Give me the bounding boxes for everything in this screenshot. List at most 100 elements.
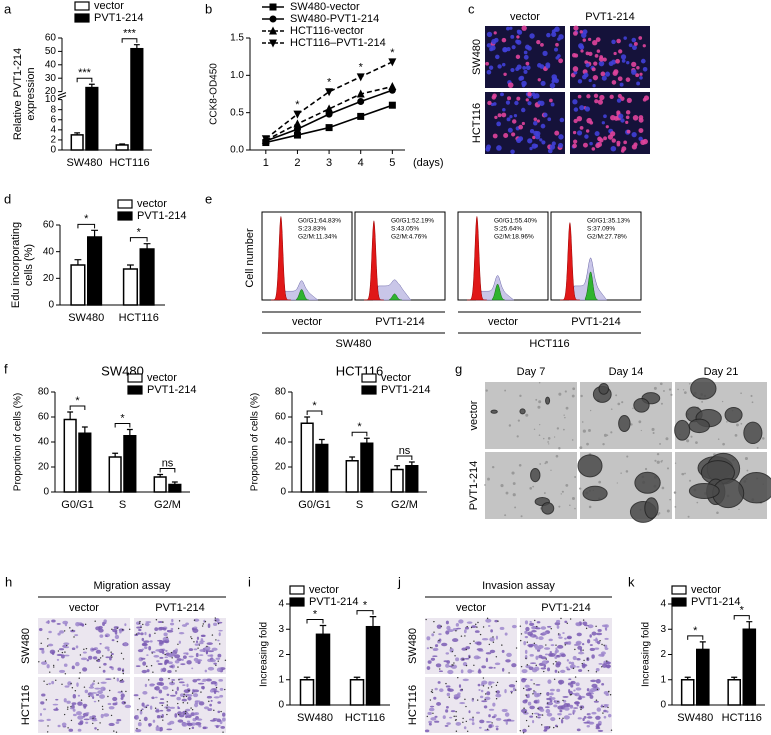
bar xyxy=(727,679,741,706)
colony xyxy=(743,421,763,445)
pore xyxy=(523,707,525,709)
pore xyxy=(587,669,590,672)
cell xyxy=(545,726,550,730)
cell xyxy=(557,142,564,148)
speck xyxy=(736,423,739,427)
cell xyxy=(621,146,627,152)
cell xyxy=(445,685,451,688)
cell xyxy=(51,619,56,623)
y-tick-label: 4 xyxy=(278,599,284,610)
cell xyxy=(210,699,213,702)
cell xyxy=(559,669,566,673)
cell xyxy=(593,93,599,98)
y-tick-label: 1.0 xyxy=(230,70,244,81)
significance-label: * xyxy=(84,213,89,225)
pore xyxy=(425,618,427,621)
pore xyxy=(135,633,138,635)
y-tick-label: 4 xyxy=(50,124,56,135)
cell xyxy=(564,637,567,640)
y-tick-label: 60 xyxy=(43,220,55,231)
speck xyxy=(746,469,749,472)
pore xyxy=(461,688,463,691)
pore xyxy=(482,685,485,687)
cell xyxy=(471,717,475,722)
phase-stat: S:43.05% xyxy=(391,226,419,233)
cell xyxy=(445,652,450,655)
pore xyxy=(170,651,173,654)
cell xyxy=(595,632,603,636)
pore xyxy=(99,666,101,668)
speck xyxy=(571,394,575,398)
phase-stat: G0/G1:52.19% xyxy=(391,218,434,225)
error-bar xyxy=(143,243,151,249)
row-label: HCT116 xyxy=(20,685,32,725)
cell xyxy=(444,724,449,727)
cell xyxy=(579,30,583,34)
pore xyxy=(595,699,598,701)
pore xyxy=(607,691,610,693)
cell xyxy=(41,649,45,654)
y-tick-label: 0.0 xyxy=(230,145,244,156)
cell xyxy=(597,641,601,645)
cell xyxy=(623,36,627,40)
pore xyxy=(162,719,164,721)
cell xyxy=(626,97,632,103)
cell xyxy=(161,640,168,643)
y-tick-label: 10 xyxy=(45,94,57,105)
cell xyxy=(174,654,181,659)
cell xyxy=(620,118,625,123)
cell xyxy=(99,642,102,645)
cell xyxy=(527,91,532,97)
cell xyxy=(46,664,50,669)
y-tick-label: 20 xyxy=(38,462,50,473)
speck xyxy=(721,400,724,403)
cell xyxy=(204,669,208,673)
significance-bracket xyxy=(733,615,750,620)
cell xyxy=(92,656,98,660)
pore xyxy=(501,644,503,646)
x-tick-label: 2 xyxy=(294,157,300,169)
cell xyxy=(534,144,539,148)
y-tick-label: 2 xyxy=(50,135,56,146)
cell xyxy=(485,657,489,663)
colony xyxy=(582,485,608,502)
cell xyxy=(549,82,556,89)
cell xyxy=(523,640,527,646)
row-label: SW480 xyxy=(20,628,32,664)
pore xyxy=(53,666,55,668)
cell xyxy=(197,682,205,685)
cell xyxy=(621,59,626,63)
pore xyxy=(193,641,195,643)
y-axis-label: CCK8-OD450 xyxy=(209,63,220,125)
pore xyxy=(122,628,124,631)
cell xyxy=(603,715,607,719)
y-tick-label: 40 xyxy=(38,437,50,448)
cell xyxy=(495,693,502,698)
g2-peak xyxy=(388,293,402,301)
cell xyxy=(568,689,571,694)
cell xyxy=(445,620,449,625)
significance-bracket xyxy=(306,410,323,415)
pore xyxy=(224,659,227,662)
cell xyxy=(462,678,469,682)
cell xyxy=(450,710,456,713)
panel-label: k xyxy=(628,574,635,589)
cell xyxy=(174,660,180,664)
cell xyxy=(479,695,484,699)
speck xyxy=(621,401,624,404)
error-bar xyxy=(353,676,361,680)
cell xyxy=(102,669,106,673)
cell xyxy=(529,33,535,39)
pore xyxy=(562,699,564,702)
pore xyxy=(128,628,131,630)
cell xyxy=(455,623,460,627)
column-label: Day 21 xyxy=(704,366,739,378)
pore xyxy=(61,651,64,654)
cell xyxy=(516,64,522,70)
bar xyxy=(365,625,381,706)
pore xyxy=(539,692,542,695)
cell xyxy=(447,629,454,633)
speck xyxy=(519,394,522,397)
cell xyxy=(569,704,574,709)
cell xyxy=(166,693,170,696)
